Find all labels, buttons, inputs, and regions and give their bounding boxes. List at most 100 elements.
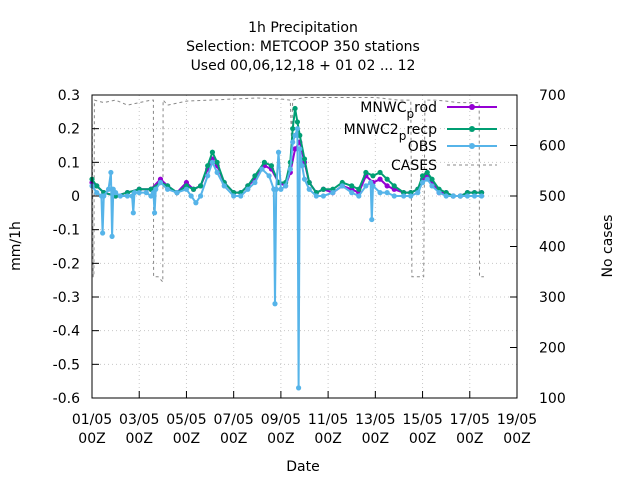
y2-tick-label: 300 (539, 290, 566, 306)
data-point-obs (401, 193, 407, 199)
data-point-obs (214, 169, 220, 176)
data-point-obs (457, 193, 463, 199)
data-point-obs (113, 190, 119, 196)
x-tick-label-date: 19/05 (497, 412, 537, 428)
data-point-obs (306, 186, 312, 192)
data-point-obs (369, 216, 375, 223)
y-tick-label: -0.2 (53, 256, 80, 272)
y-tick-label: 0.3 (58, 88, 80, 104)
data-point-obs (157, 179, 164, 186)
y2-tick-label: 400 (539, 240, 566, 256)
y2-tick-label: 600 (539, 139, 566, 155)
y2-axis-label: No cases (600, 215, 616, 278)
y2-tick-label: 200 (539, 341, 566, 357)
legend-label-tail: recp (406, 122, 437, 138)
data-point-mnwc2_prep (320, 186, 326, 192)
data-point-obs (174, 190, 180, 196)
data-point-obs (109, 233, 115, 239)
data-point-obs (259, 166, 265, 172)
data-point-mnwc2_prep (301, 156, 308, 162)
data-point-mnwc2_prep (261, 159, 267, 165)
data-point-mnwc2_prep (377, 169, 383, 176)
chart-title-line-1: 1h Precipitation (248, 20, 358, 36)
data-point-mnwc2_prep (205, 163, 211, 169)
legend-label-tail: rod (414, 100, 437, 116)
data-point-mnwc2_prep (429, 176, 435, 182)
x-tick-label-date: 11/05 (308, 412, 348, 428)
data-point-obs (278, 186, 284, 192)
data-point-obs (130, 210, 136, 216)
x-tick-label-date: 17/05 (450, 412, 490, 428)
x-tick-label-date: 07/05 (213, 412, 253, 428)
data-point-mnwc2_prep (268, 163, 275, 169)
data-point-obs (301, 176, 308, 182)
legend-marker-obs (469, 143, 475, 149)
x-tick-label-hour: 00Z (78, 431, 105, 447)
data-point-obs (370, 183, 376, 189)
x-tick-label-date: 09/05 (261, 412, 301, 428)
y-axis-ticks: 0.3 0.2 0.1 0 -0.1 -0.2 -0.3 -0.4 -0.5 -0.6 (53, 88, 99, 407)
data-point-obs (188, 193, 194, 199)
y-tick-label: -0.5 (53, 357, 80, 373)
data-point-obs (124, 193, 131, 199)
x-tick-label-hour: 00Z (503, 431, 530, 447)
data-point-obs (101, 193, 107, 199)
data-point-mnwc2_prep (356, 186, 362, 192)
x-axis-ticks: 01/05 00Z 03/05 00Z 05/05 00Z 07/05 00Z 09/05 00Z… (72, 391, 537, 447)
legend-label-obs: OBS (408, 139, 437, 155)
data-point-mnwc2_prep (290, 126, 296, 132)
plot-frame (91, 94, 518, 399)
chart-title-line-3: Used 00,06,12,18 + 01 02 ... 12 (191, 58, 416, 74)
data-point-mnwc2_prep (94, 183, 100, 189)
y-tick-label: 0.2 (58, 122, 80, 138)
y-tick-label: 0.1 (58, 155, 80, 171)
y-tick-label: 0 (71, 189, 80, 205)
data-point-obs (117, 193, 123, 199)
data-point-obs (252, 179, 258, 186)
y2-tick-label: 100 (539, 391, 566, 407)
data-point-obs (356, 193, 362, 199)
data-point-obs (275, 149, 282, 155)
y-axis-label: mm/1h (8, 221, 24, 271)
data-point-obs (136, 190, 142, 196)
data-point-mnwc2_prep (198, 183, 204, 189)
data-point-mnwc2_prep (306, 179, 312, 186)
data-point-mnwc2_prep (370, 173, 376, 179)
data-point-obs (471, 193, 478, 199)
data-point-obs (209, 159, 216, 165)
series-line-cases (91, 97, 484, 284)
x-tick-label-date: 03/05 (119, 412, 159, 428)
data-point-obs (339, 183, 345, 189)
data-point-obs (295, 385, 302, 391)
data-point-mnwc_prod (292, 146, 298, 152)
data-point-obs (221, 183, 227, 189)
data-point-obs (320, 193, 326, 199)
data-point-obs (108, 169, 114, 176)
data-point-obs (290, 139, 296, 145)
data-point-mnwc2_prep (252, 173, 258, 179)
data-point-mnwc2_prep (419, 173, 426, 179)
y2-tick-label: 500 (539, 189, 566, 205)
legend-label-sub: p (406, 107, 414, 121)
x-axis-label: Date (286, 459, 319, 475)
data-point-obs (131, 190, 138, 196)
legend-label-mnwc2_prep: MNWC2precp (344, 122, 437, 143)
data-point-mnwc_prod (384, 183, 390, 189)
data-point-obs (94, 190, 100, 196)
data-point-obs (450, 193, 456, 199)
data-point-obs (153, 186, 159, 192)
data-point-obs (198, 193, 204, 199)
data-point-obs (330, 190, 336, 196)
data-point-obs (377, 190, 383, 196)
y2-axis-ticks: 700 600 500 400 300 200 100 (510, 88, 566, 407)
data-point-obs (349, 190, 355, 196)
legend-label-main: MNWC (360, 100, 406, 116)
x-tick-label-hour: 00Z (173, 431, 200, 447)
data-point-obs (429, 183, 435, 189)
data-point-mnwc2_prep (294, 119, 301, 125)
data-point-obs (151, 210, 158, 216)
data-point-obs (424, 176, 430, 182)
data-point-obs (436, 190, 442, 196)
